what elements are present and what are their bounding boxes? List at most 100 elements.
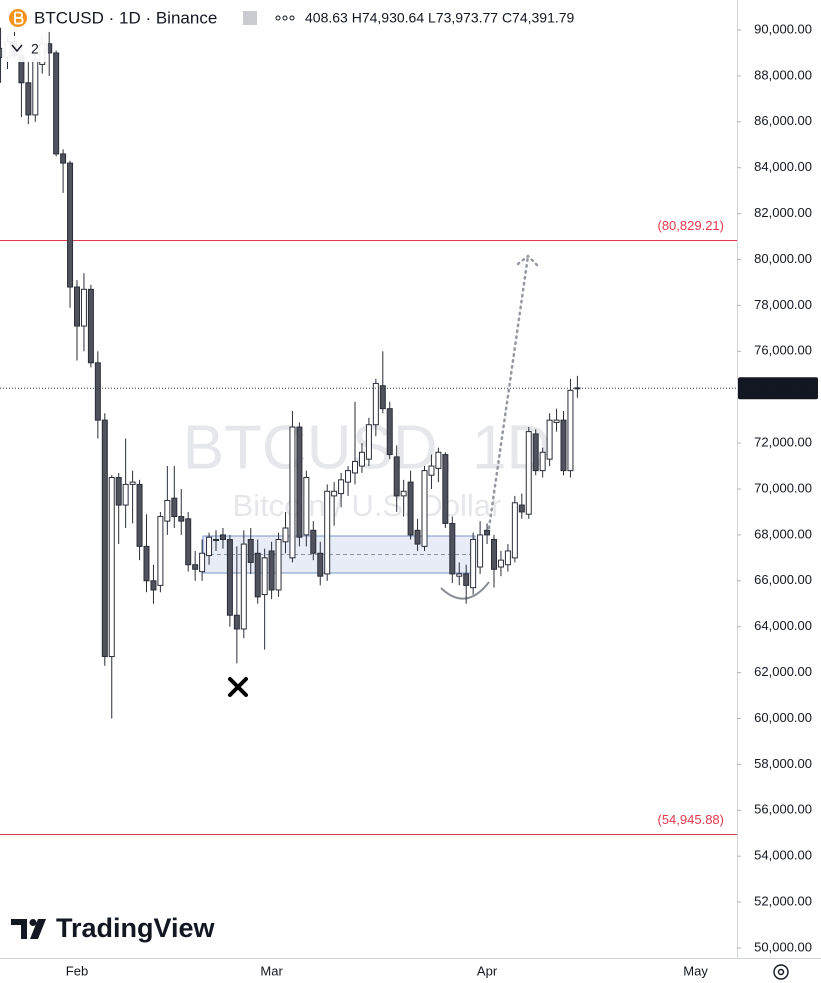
candle-body [233,614,240,630]
candle-body [477,534,484,568]
candle-body [400,490,407,497]
candle-body [338,479,345,495]
candle-body [497,559,504,568]
candle-body [504,550,511,566]
candle-body [254,552,261,598]
gear [773,964,789,980]
indicator-count[interactable]: 2 [31,41,39,57]
logo-text: TradingView [56,913,216,943]
candle-body [192,564,199,570]
candle-body [296,426,303,538]
candle-body [546,419,553,460]
candle-body [567,389,574,472]
candle-body [407,481,414,536]
candle-body [331,490,338,497]
candle-body [240,543,247,630]
projection-arrow [487,254,530,530]
candle-body [60,153,67,164]
candle-body [206,536,213,557]
y-tick-label: 50,000.00 [754,939,812,954]
x-tick-label: Mar [260,963,283,978]
candle-body [324,490,331,575]
symbol-title[interactable]: BTCUSD · 1D · Binance [34,8,217,27]
candle-body [365,424,372,460]
candle-body [143,545,150,582]
y-tick-label: 84,000.00 [754,159,812,174]
candle-body [456,573,463,577]
y-tick-label: 56,000.00 [754,802,812,817]
chevron [11,44,23,53]
y-tick-label: 66,000.00 [754,572,812,587]
bottom-arc [440,581,490,600]
candle-body [532,433,539,472]
gear-center [777,968,785,976]
candle-body [261,557,268,596]
candle-body [435,451,442,469]
x-marker [228,677,248,697]
candle-body [539,451,546,472]
candle-body [129,481,136,485]
logo-mark [11,919,46,939]
watermark-subtitle: Bitcoin / U.S. Dollar [233,488,502,523]
candle-body [115,477,122,506]
logo-dot [29,919,37,926]
y-tick-label: 90,000.00 [754,21,812,36]
candle-body [491,538,497,570]
candle-body [518,504,525,513]
candle-body [219,534,226,540]
dot [275,15,281,21]
y-tick-label: 80,000.00 [754,251,812,266]
candle-body [171,497,178,518]
candle-body [108,477,115,658]
ohlc-values: 408.63 H74,930.64 L73,973.77 C74,391.79 [305,10,575,26]
candle-body [164,499,171,522]
candle-body [386,408,393,456]
settings-icon[interactable] [773,964,789,980]
y-tick-label: 86,000.00 [754,113,812,128]
candle-body [289,426,296,559]
x-tick-label: Apr [477,963,498,978]
candle-body [372,382,379,426]
header-box [2,4,302,32]
candle-body [511,502,518,559]
candle-body [449,522,456,575]
time-axis [0,958,737,983]
candle-body [282,527,289,543]
y-tick-label: 72,000.00 [754,435,812,450]
candle-body [393,456,400,497]
candle-body [352,460,358,474]
more-icon[interactable] [275,15,295,21]
candle-body [199,552,206,573]
candle-body [247,538,254,563]
candle-body [53,52,60,155]
flag-icon[interactable] [243,11,257,25]
arrow-head [516,254,542,270]
candle-body [185,518,192,566]
price-axis [737,0,821,983]
candle-body [428,465,435,476]
candle-body [178,516,185,522]
indicator-box[interactable] [2,36,48,62]
y-tick-label: 78,000.00 [754,297,812,312]
candle-body [150,580,157,591]
y-tick-label: 60,000.00 [754,710,812,725]
candle-body [414,529,421,545]
candle-body [463,573,470,586]
y-tick-label: 82,000.00 [754,205,812,220]
logo-shape [30,919,46,939]
x-tick-label: May [683,963,708,978]
last-price-label: 74,391.79 [754,380,812,395]
y-tick-label: 76,000.00 [754,343,812,358]
candle-body [345,470,352,483]
candle-body [67,162,74,288]
candle-body [213,538,219,541]
y-tick-label: 64,000.00 [754,618,812,633]
candle-body [32,59,39,116]
level-label: (80,829.21) [658,218,725,233]
y-tick-label: 54,000.00 [754,848,812,863]
y-tick-label: 68,000.00 [754,526,812,541]
candle-body [136,483,143,547]
candle-body [226,538,233,616]
y-tick-label: 52,000.00 [754,894,812,909]
